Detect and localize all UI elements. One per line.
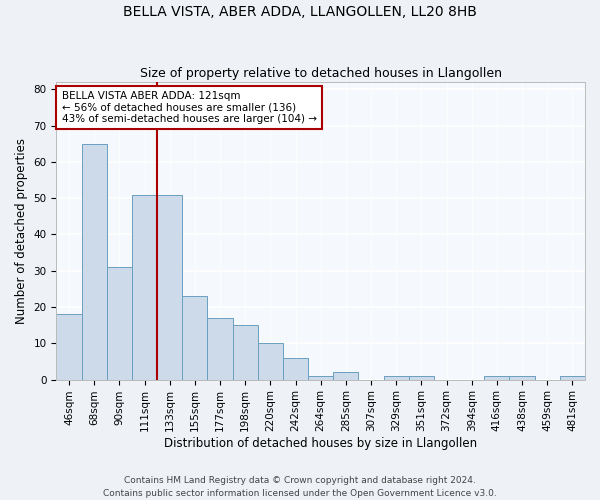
Bar [208,318,233,380]
Text: BELLA VISTA ABER ADDA: 121sqm
← 56% of detached houses are smaller (136)
43% of : BELLA VISTA ABER ADDA: 121sqm ← 56% of d… [62,91,317,124]
Bar [56,314,82,380]
Bar [409,376,434,380]
Bar [157,194,182,380]
Bar [308,376,333,380]
Bar [560,376,585,380]
Bar [484,376,509,380]
Bar [107,267,132,380]
Bar [333,372,358,380]
Bar [182,296,208,380]
Title: Size of property relative to detached houses in Llangollen: Size of property relative to detached ho… [140,66,502,80]
Y-axis label: Number of detached properties: Number of detached properties [15,138,28,324]
X-axis label: Distribution of detached houses by size in Llangollen: Distribution of detached houses by size … [164,437,477,450]
Bar [132,194,157,380]
Bar [82,144,107,380]
Text: BELLA VISTA, ABER ADDA, LLANGOLLEN, LL20 8HB: BELLA VISTA, ABER ADDA, LLANGOLLEN, LL20… [123,5,477,19]
Bar [233,325,258,380]
Bar [509,376,535,380]
Text: Contains HM Land Registry data © Crown copyright and database right 2024.
Contai: Contains HM Land Registry data © Crown c… [103,476,497,498]
Bar [283,358,308,380]
Bar [383,376,409,380]
Bar [258,344,283,380]
